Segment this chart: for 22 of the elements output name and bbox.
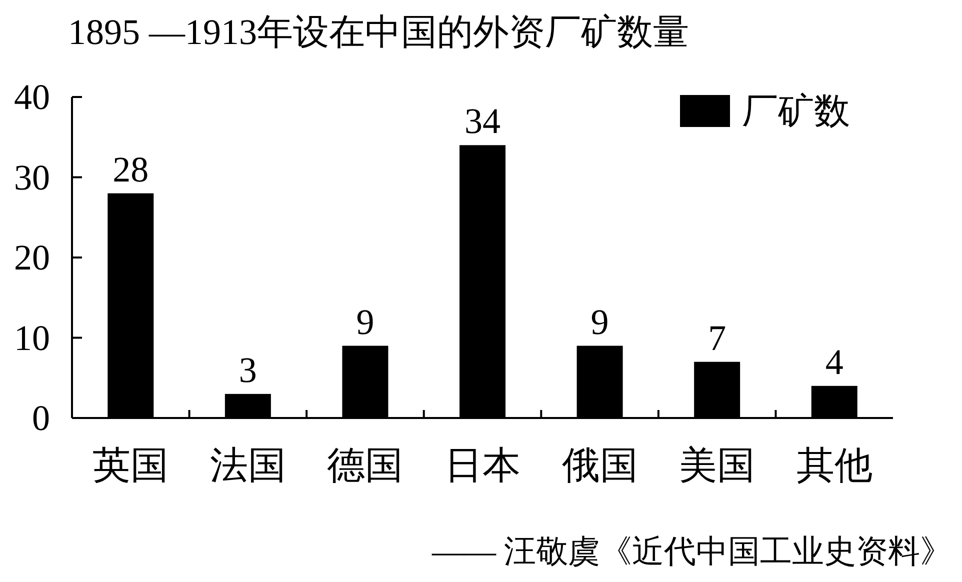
y-tick-label: 20 (14, 238, 50, 278)
x-tick-label: 美国 (679, 445, 756, 487)
y-tick-label: 10 (14, 318, 50, 358)
legend-label: 厂矿数 (742, 91, 850, 131)
data-label: 9 (356, 302, 374, 342)
text: —— 汪敬虞《近代中国工业史资料》 (431, 533, 952, 569)
chart-title: 1895 —1913年设在中国的外资厂矿数量 (68, 12, 689, 52)
y-tick-label: 40 (14, 77, 50, 117)
x-tick-label: 俄国 (562, 445, 638, 487)
x-tick-label: 其他 (796, 445, 872, 487)
data-label: 9 (590, 302, 609, 342)
y-tick-label: 0 (32, 398, 50, 438)
data-label: 7 (708, 318, 726, 358)
data-label: 4 (825, 342, 844, 382)
data-label: 34 (464, 101, 500, 142)
x-tick-label: 日本 (444, 445, 520, 487)
data-label: 3 (238, 350, 257, 390)
data-label: 28 (112, 149, 149, 190)
x-tick-label: 英国 (92, 445, 169, 487)
x-tick-label: 德国 (327, 445, 404, 487)
x-tick-label: 法国 (210, 445, 286, 487)
y-tick-label: 30 (14, 157, 50, 198)
